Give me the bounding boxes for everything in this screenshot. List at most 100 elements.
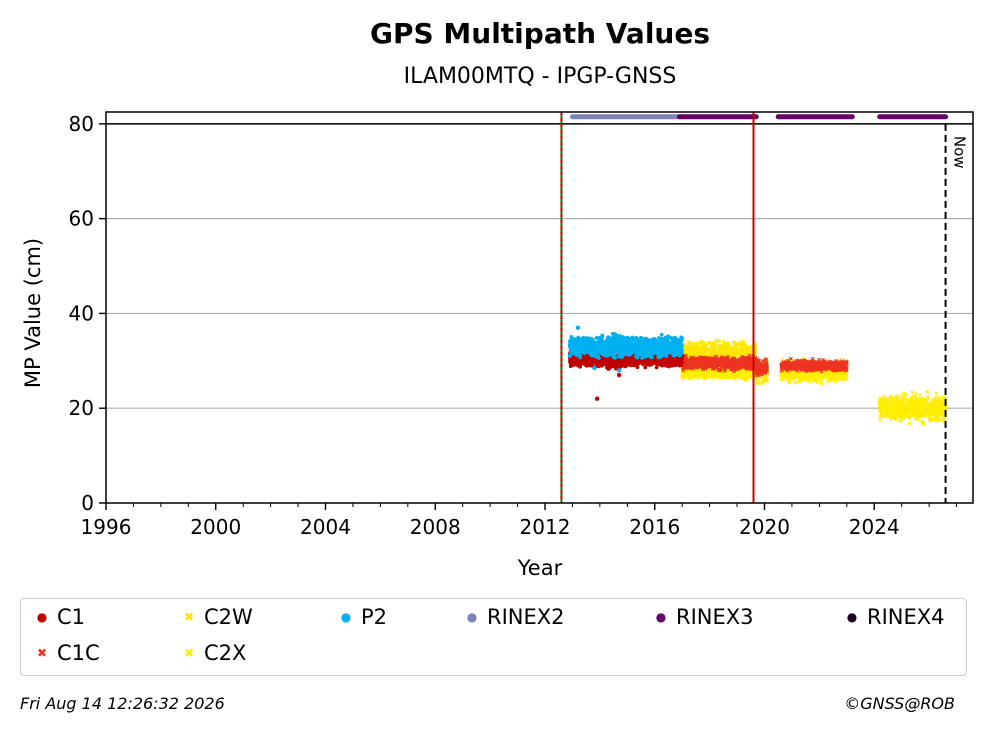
- data-point: [712, 373, 717, 378]
- data-point: [918, 393, 923, 398]
- data-point: [726, 343, 731, 348]
- data-point: [721, 351, 726, 356]
- data-point: [811, 378, 816, 383]
- data-point: [755, 380, 760, 385]
- data-point: [701, 345, 706, 350]
- data-point: [764, 374, 769, 379]
- data-point: [826, 373, 831, 378]
- data-point: [684, 373, 689, 378]
- data-point: [699, 350, 704, 355]
- data-point: [728, 348, 733, 353]
- data-point: [643, 365, 648, 370]
- data-point: [736, 370, 741, 375]
- data-point: [694, 351, 699, 356]
- data-point: [797, 375, 802, 380]
- data-point: [717, 345, 722, 350]
- data-point: [934, 391, 939, 396]
- data-point: [740, 374, 745, 379]
- data-point: [743, 373, 748, 378]
- data-point: [927, 418, 932, 423]
- data-point: [698, 346, 703, 351]
- data-point: [825, 370, 830, 375]
- data-point: [743, 347, 748, 351]
- data-point: [729, 375, 734, 380]
- data-point: [830, 376, 835, 381]
- data-point: [688, 374, 693, 379]
- data-point: [724, 348, 729, 353]
- data-point: [780, 377, 785, 382]
- data-point: [799, 370, 804, 375]
- data-point: [820, 377, 825, 382]
- data-point: [795, 371, 800, 376]
- data-point: [789, 375, 794, 380]
- data-point: [703, 351, 708, 356]
- data-point: [699, 341, 704, 346]
- data-point: [721, 374, 726, 379]
- data-point: [786, 375, 791, 380]
- data-point: [826, 379, 831, 384]
- data-point: [717, 339, 722, 344]
- data-point: [819, 381, 824, 386]
- data-point: [910, 390, 915, 395]
- data-point: [925, 390, 930, 395]
- data-point: [686, 350, 691, 355]
- data-point: [843, 372, 848, 377]
- data-point: [689, 376, 694, 381]
- data-point: [797, 379, 802, 384]
- data-point: [736, 374, 741, 379]
- data-point: [689, 343, 694, 348]
- data-point: [714, 338, 719, 343]
- data-point: [690, 352, 695, 357]
- data-point: [907, 421, 912, 426]
- data-point: [794, 375, 799, 380]
- data-point: [706, 348, 711, 353]
- data-point: [738, 339, 743, 344]
- data-point: [716, 348, 721, 353]
- data-point: [692, 374, 697, 379]
- data-point: [817, 377, 822, 382]
- data-point: [744, 351, 749, 356]
- data-point: [718, 376, 723, 381]
- data-point: [781, 371, 786, 376]
- data-point: [709, 373, 714, 378]
- data-point: [731, 340, 736, 345]
- data-point: [837, 376, 842, 381]
- data-point: [728, 372, 733, 377]
- data-point: [764, 377, 769, 382]
- data-point: [843, 377, 848, 382]
- data-point: [793, 380, 798, 385]
- data-point: [817, 373, 822, 378]
- chart-title: GPS Multipath Values: [370, 17, 710, 50]
- data-point: [761, 379, 765, 384]
- data-point: [786, 372, 791, 376]
- data-point: [833, 377, 838, 382]
- data-point: [811, 373, 816, 377]
- data-point: [809, 375, 814, 380]
- data-point: [815, 380, 820, 385]
- data-point: [840, 376, 845, 381]
- data-point: [832, 375, 837, 380]
- data-point: [709, 344, 714, 349]
- data-point: [743, 369, 748, 374]
- data-point: [738, 348, 743, 353]
- data-point: [814, 371, 819, 376]
- data-point: [715, 372, 720, 377]
- data-point: [693, 370, 698, 375]
- data-point: [878, 418, 883, 423]
- data-point: [739, 370, 744, 375]
- data-point: [693, 341, 697, 346]
- data-point: [636, 361, 641, 366]
- data-point: [807, 379, 812, 384]
- data-point: [903, 392, 908, 397]
- data-point: [711, 341, 716, 346]
- data-point: [706, 348, 711, 353]
- data-point: [802, 377, 806, 382]
- data-point: [743, 378, 748, 383]
- data-point: [789, 370, 794, 375]
- data-point: [712, 349, 717, 353]
- data-point: [686, 340, 691, 345]
- data-point: [733, 344, 738, 349]
- data-point: [681, 374, 686, 379]
- data-point: [721, 341, 726, 346]
